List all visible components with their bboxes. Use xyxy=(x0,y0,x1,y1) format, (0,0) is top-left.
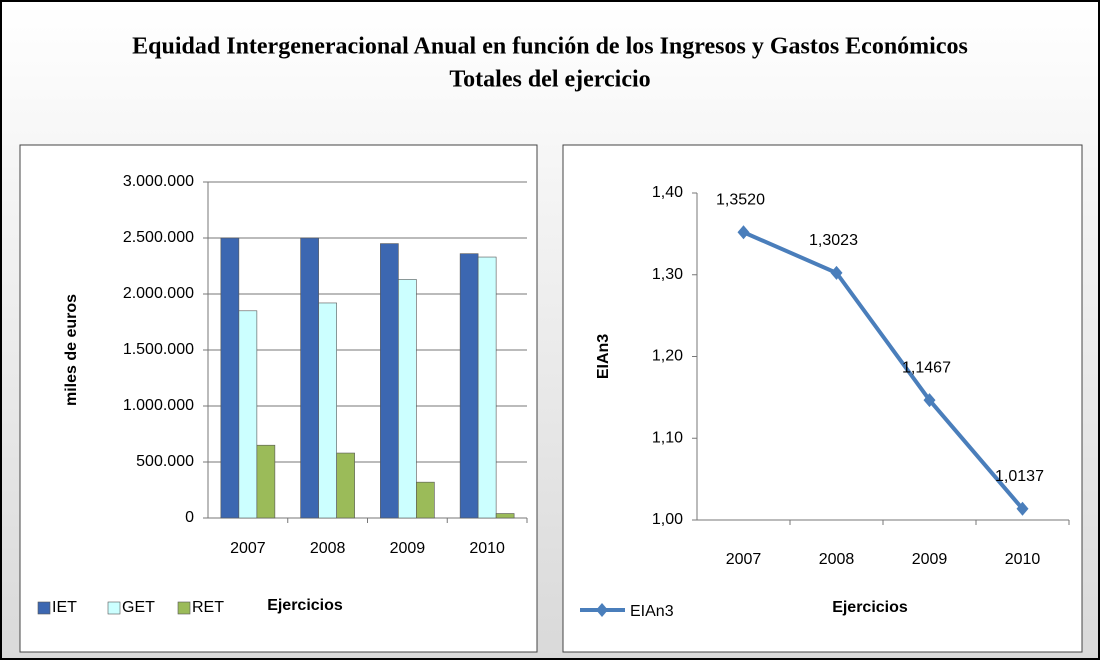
panel xyxy=(19,144,538,653)
y-tick-label: 1,30 xyxy=(652,266,683,283)
y-tick-label: 0 xyxy=(185,509,194,526)
bar xyxy=(336,452,355,519)
x-tick-label: 2008 xyxy=(310,540,346,557)
x-tick-label: 2009 xyxy=(912,551,948,568)
data-label: 1,1467 xyxy=(902,359,951,376)
marker xyxy=(830,265,843,280)
bar xyxy=(220,237,240,519)
marker xyxy=(1016,501,1029,516)
y-tick-label: 2.000.000 xyxy=(123,285,194,302)
bar xyxy=(416,481,435,519)
legend-label: GET xyxy=(122,599,155,616)
legend-marker xyxy=(596,603,608,617)
bar xyxy=(300,237,319,519)
bar xyxy=(318,302,337,519)
legend-label: RET xyxy=(192,599,224,616)
marker xyxy=(737,225,750,240)
bar xyxy=(398,279,417,519)
bar xyxy=(238,310,258,519)
line xyxy=(742,230,1025,511)
bar xyxy=(256,444,276,519)
x-axis-label: Ejercicios xyxy=(832,599,908,616)
y-tick-label: 1,10 xyxy=(652,429,683,446)
marker xyxy=(923,393,936,408)
bar xyxy=(459,253,479,519)
x-axis-label: Ejercicios xyxy=(267,597,343,614)
y-tick-label: 3.000.000 xyxy=(123,173,194,190)
data-label: 1,3520 xyxy=(716,191,765,208)
y-tick-label: 1.000.000 xyxy=(123,397,194,414)
y-axis-label: miles de euros xyxy=(63,294,80,406)
y-tick-label: 1.500.000 xyxy=(123,341,194,358)
legend-swatch xyxy=(177,601,191,615)
data-label: 1,3023 xyxy=(809,232,858,249)
panel xyxy=(562,144,1083,653)
bar xyxy=(380,243,399,519)
legend-swatch xyxy=(107,601,121,615)
x-tick-label: 2010 xyxy=(1005,551,1041,568)
x-tick-label: 2007 xyxy=(726,551,762,568)
y-tick-label: 1,20 xyxy=(652,348,683,365)
legend-label: IET xyxy=(52,599,77,616)
bar xyxy=(495,513,515,519)
bar xyxy=(477,256,497,519)
y-tick-label: 1,40 xyxy=(652,184,683,201)
legend-label: EIAn3 xyxy=(630,603,674,620)
y-axis-label: EIAn3 xyxy=(595,334,612,379)
y-tick-label: 2.500.000 xyxy=(123,229,194,246)
x-tick-label: 2010 xyxy=(469,540,505,557)
legend-swatch xyxy=(37,601,51,615)
x-tick-label: 2008 xyxy=(819,551,855,568)
x-tick-label: 2009 xyxy=(390,540,426,557)
x-tick-label: 2007 xyxy=(230,540,266,557)
y-tick-label: 1,00 xyxy=(652,511,683,528)
page-title: Totales del ejercicio xyxy=(449,67,650,93)
y-tick-label: 500.000 xyxy=(136,453,194,470)
data-label: 1,0137 xyxy=(995,468,1044,485)
page-title: Equidad Intergeneracional Anual en funci… xyxy=(132,34,968,60)
